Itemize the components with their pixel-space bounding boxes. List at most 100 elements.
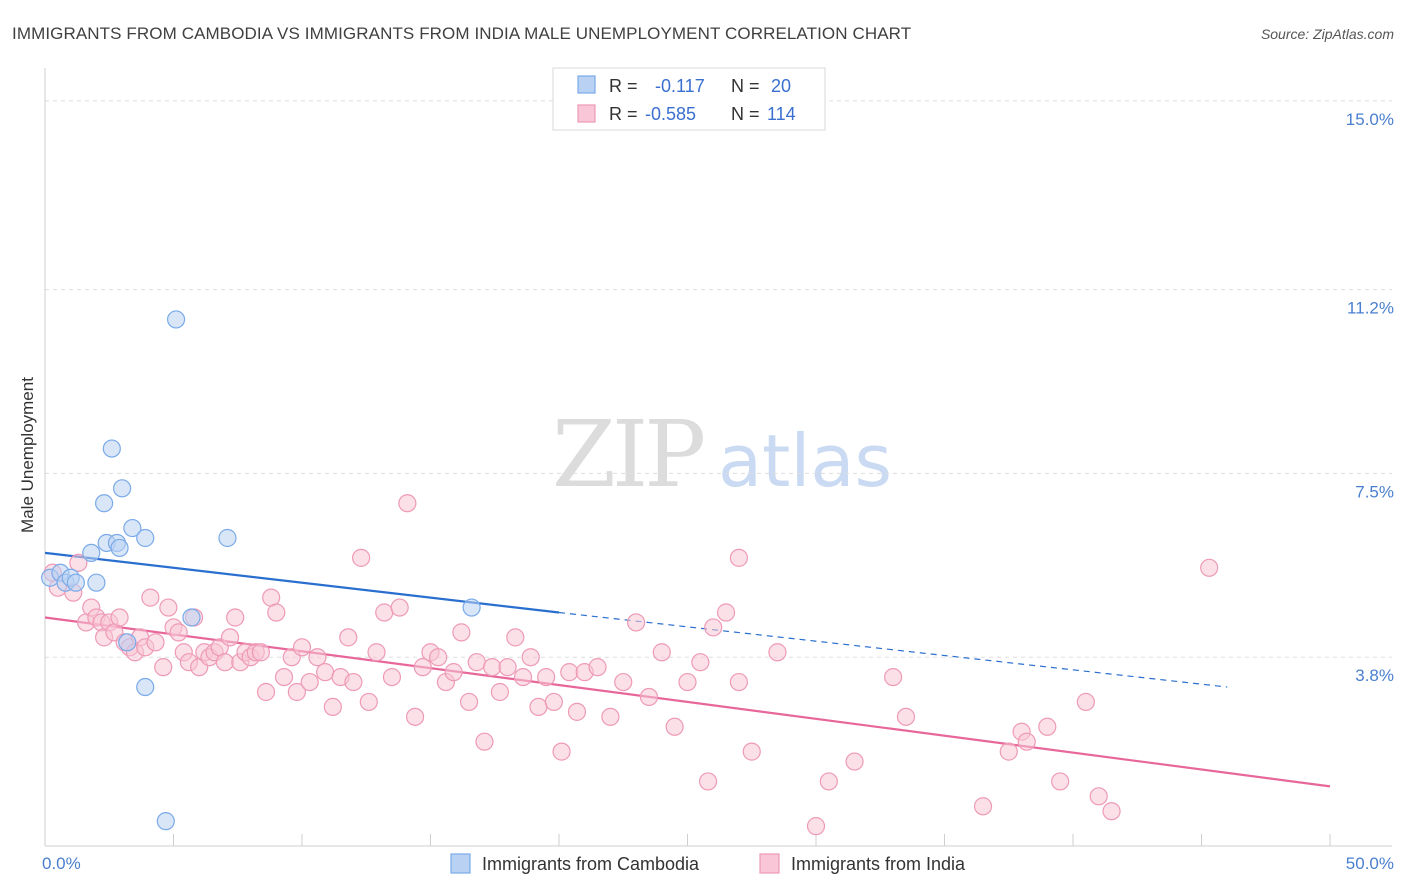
india-point [169, 623, 188, 642]
india-point [1076, 692, 1095, 712]
y-tick-label: 3.8% [1355, 666, 1394, 685]
india-point [251, 643, 270, 662]
india-point [698, 772, 718, 791]
india-point [382, 667, 402, 687]
legend-n-india: 114 [767, 104, 796, 124]
cambodia-point [118, 633, 137, 652]
india-point [110, 608, 129, 627]
cambodia-point [156, 812, 175, 831]
cambodia-point [82, 543, 101, 563]
cambodia-point [182, 608, 201, 627]
india-point [729, 672, 749, 692]
gridlines: 3.8% 7.5% 11.2% 15.0% [45, 100, 1394, 685]
india-point [999, 742, 1018, 761]
india-point [506, 628, 525, 647]
chart-source: Source: ZipAtlas.com [1261, 26, 1394, 42]
india-point [560, 663, 579, 682]
india-point [691, 653, 710, 672]
india-point [742, 742, 761, 761]
legend-n-label-cambodia: N = [731, 76, 760, 96]
legend-r-label-india: R = [609, 104, 638, 124]
india-point [141, 588, 160, 607]
india-point [220, 628, 240, 647]
india-point [413, 658, 432, 677]
series-legend: Immigrants from Cambodia Immigrants from… [450, 853, 966, 874]
x-tick-label-max: 50.0% [1346, 854, 1394, 873]
legend-r-cambodia: -0.117 [655, 76, 705, 96]
india-point [215, 653, 234, 672]
india-point [292, 638, 312, 657]
legend-r-label-cambodia: R = [609, 76, 638, 96]
y-axis-title: Male Unemployment [18, 377, 37, 533]
india-point [339, 628, 358, 647]
data-points [41, 310, 1219, 836]
india-point [452, 623, 471, 642]
india-swatch [577, 104, 596, 123]
series-legend-india-label: Immigrants from India [791, 854, 966, 874]
india-point [729, 548, 749, 567]
cambodia-trend-line [44, 551, 560, 614]
india-point [316, 663, 335, 682]
india-point [146, 633, 165, 652]
india-point [1200, 558, 1219, 577]
india-point [226, 608, 245, 627]
india-point [159, 598, 178, 617]
y-tick-label: 7.5% [1355, 482, 1394, 501]
india-point [973, 797, 993, 816]
india-point [398, 494, 417, 513]
cambodia-point [95, 494, 114, 513]
india-point [498, 658, 517, 677]
cambodia-point [136, 677, 155, 697]
india-point [768, 643, 787, 662]
india-point [475, 732, 494, 751]
india-point [390, 598, 409, 617]
india-point [375, 603, 394, 622]
legend-r-india: -0.585 [645, 104, 696, 124]
india-point [678, 672, 697, 692]
india-point [567, 702, 587, 721]
cambodia-point [66, 573, 85, 592]
india-point [513, 667, 533, 687]
watermark: ZIP atlas [552, 401, 892, 508]
india-point [344, 672, 363, 692]
india-point [300, 672, 319, 692]
india-point [588, 658, 607, 677]
cambodia-trend-extension [558, 611, 1228, 688]
india-point [323, 697, 342, 717]
india-point [459, 692, 479, 712]
series-legend-cambodia-swatch [450, 853, 471, 874]
cambodia-swatch [577, 75, 596, 94]
india-point [308, 648, 327, 667]
india-point [537, 667, 556, 687]
india-point [552, 742, 571, 761]
india-point [352, 548, 371, 567]
india-point [614, 672, 633, 692]
india-point [367, 643, 386, 662]
legend-n-label-india: N = [731, 104, 760, 124]
y-tick-label: 11.2% [1347, 299, 1394, 318]
india-point [1089, 787, 1108, 806]
india-point [256, 682, 276, 702]
stats-legend: R = -0.117 N = 20 R = -0.585 N = 114 [552, 67, 826, 131]
india-point [444, 663, 463, 682]
india-point [274, 667, 294, 687]
cambodia-point [166, 310, 186, 329]
chart-title: IMMIGRANTS FROM CAMBODIA VS IMMIGRANTS F… [12, 24, 911, 43]
cambodia-point [102, 439, 121, 458]
watermark-atlas: atlas [718, 419, 892, 503]
cambodia-point [112, 479, 132, 498]
series-legend-india-swatch [759, 853, 780, 874]
series-legend-cambodia-label: Immigrants from Cambodia [482, 854, 700, 874]
india-point [716, 603, 736, 622]
cambodia-point [136, 528, 155, 548]
india-point [521, 648, 540, 667]
india-point [601, 707, 620, 726]
india-trend-line [44, 616, 1331, 788]
india-point [490, 682, 509, 702]
india-point [639, 687, 659, 707]
india-point [287, 682, 306, 702]
axes [44, 68, 1392, 847]
india-point [896, 707, 916, 726]
india-point [544, 692, 563, 712]
